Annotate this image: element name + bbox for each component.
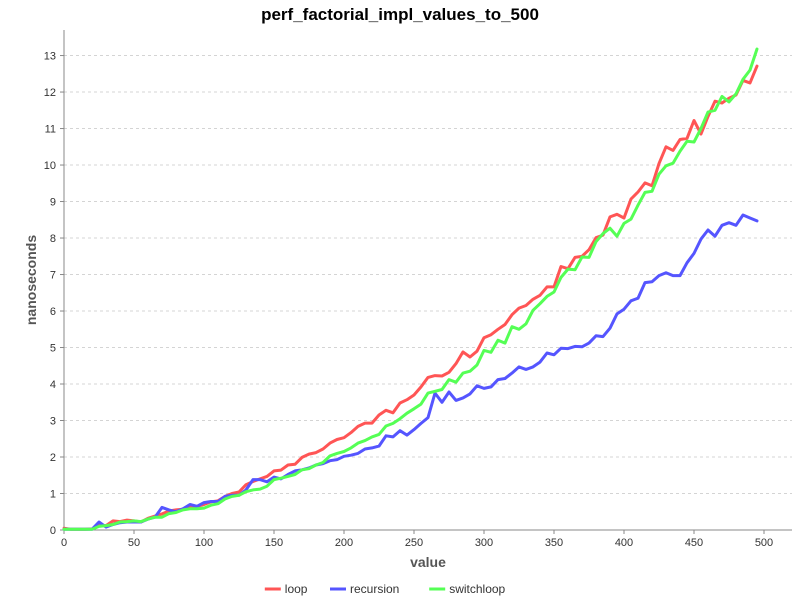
x-tick-label: 400 <box>615 537 633 549</box>
y-tick-label: 12 <box>44 87 56 99</box>
y-tick-label: 5 <box>50 343 56 355</box>
series-line-switchloop <box>62 47 759 531</box>
x-tick-label: 350 <box>545 537 563 549</box>
y-tick-label: 8 <box>50 233 56 245</box>
x-tick-label: 500 <box>755 537 773 549</box>
x-tick-label: 0 <box>61 537 67 549</box>
y-tick-label: 11 <box>45 124 56 136</box>
legend-label-switchloop: switchloop <box>449 582 505 596</box>
y-axis-label: nanoseconds <box>23 235 39 325</box>
x-tick-label: 50 <box>128 537 140 549</box>
y-tick-label: 9 <box>50 197 56 209</box>
x-tick-label: 250 <box>405 537 423 549</box>
y-tick-label: 3 <box>50 416 56 428</box>
y-tick-label: 7 <box>50 270 56 282</box>
y-tick-label: 1 <box>50 489 56 501</box>
y-tick-label: 13 <box>44 51 56 63</box>
x-axis-label: value <box>410 554 446 570</box>
y-tick-label: 10 <box>44 160 56 172</box>
gridlines <box>64 55 792 495</box>
x-tick-label: 300 <box>475 537 493 549</box>
y-tick-label: 0 <box>50 525 56 537</box>
y-tick-label: 6 <box>50 306 56 318</box>
x-tick-label: 100 <box>195 537 213 549</box>
legend-label-loop: loop <box>285 582 308 596</box>
x-tick-label: 200 <box>335 537 353 549</box>
series-lines <box>62 47 759 531</box>
chart-title: perf_factorial_impl_values_to_500 <box>261 5 539 24</box>
series-line-recursion <box>62 213 759 531</box>
legend: loop recursion switchloop <box>264 582 506 596</box>
legend-label-recursion: recursion <box>350 582 399 596</box>
x-tick-label: 150 <box>265 537 283 549</box>
y-tick-label: 4 <box>50 379 56 391</box>
series-line-loop <box>62 64 759 531</box>
y-tick-label: 2 <box>50 452 56 464</box>
x-tick-label: 450 <box>685 537 703 549</box>
